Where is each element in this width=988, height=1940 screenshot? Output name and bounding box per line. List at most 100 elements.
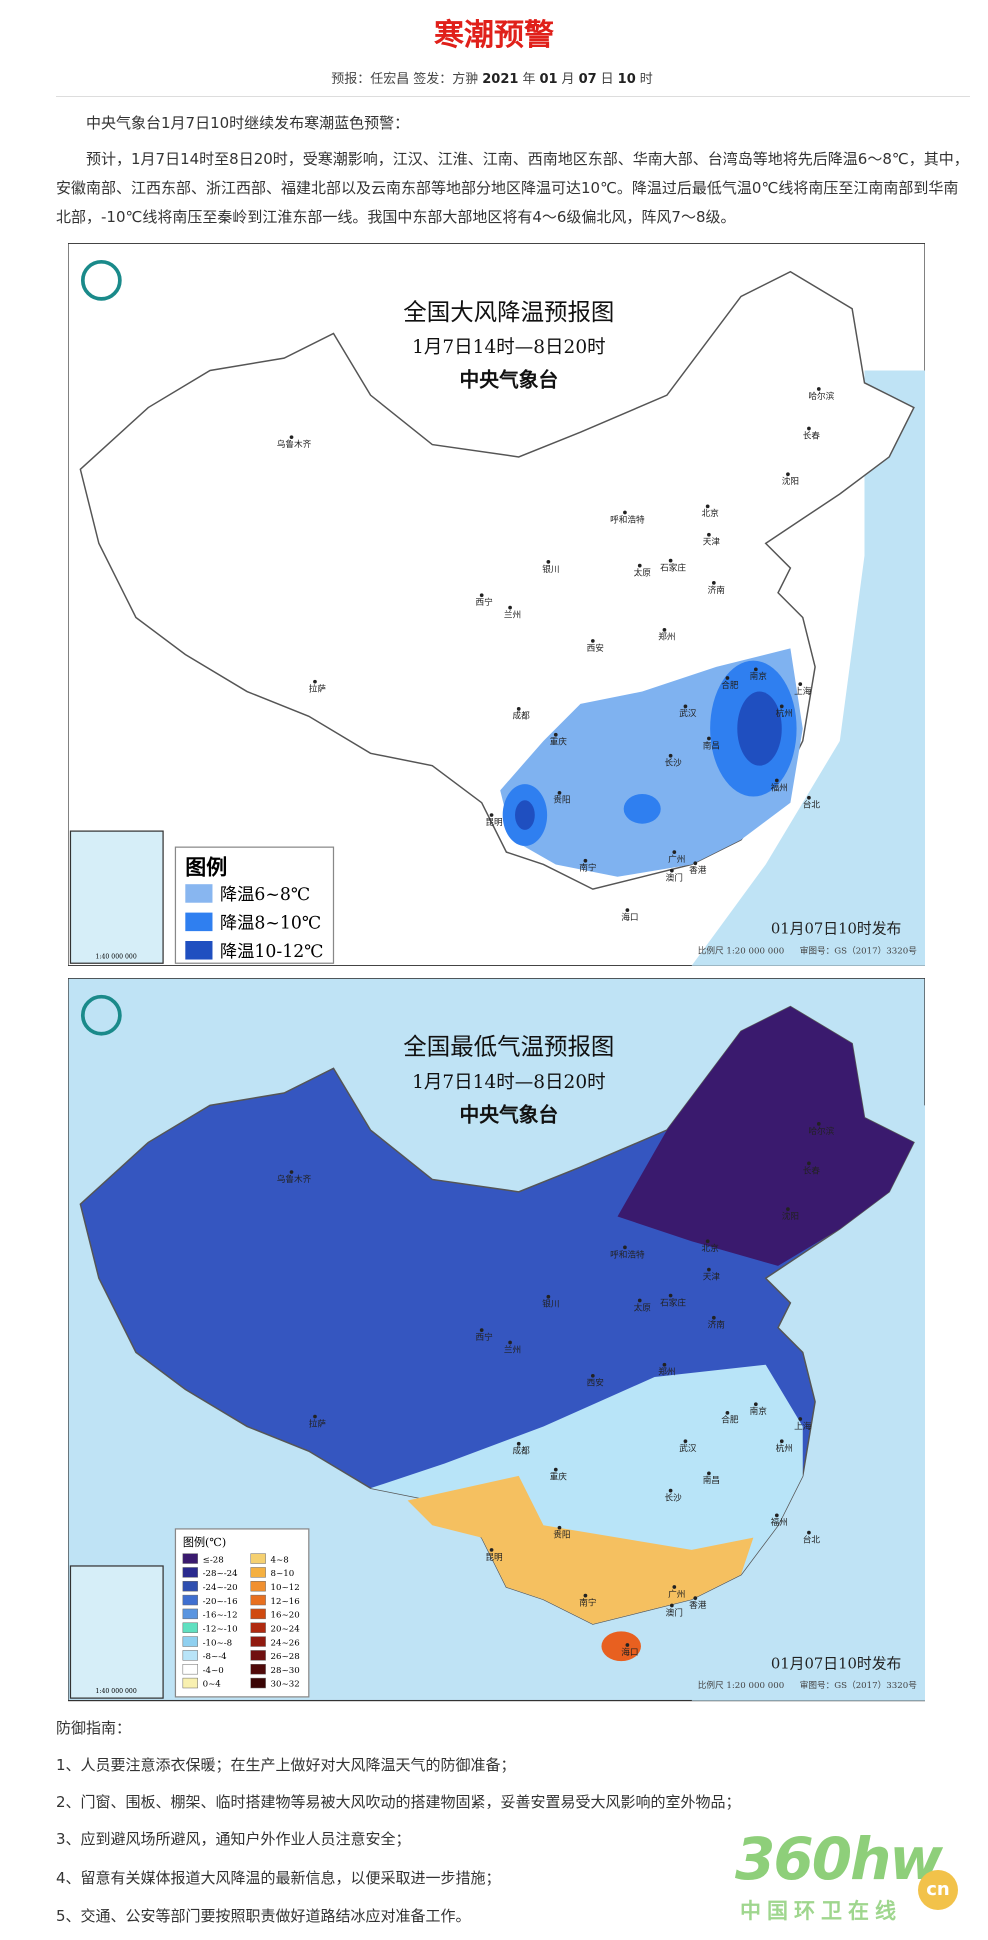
watermark: cn — [918, 1870, 958, 1910]
city-label: 杭州 — [776, 1442, 793, 1454]
legend-label: 降温8~10℃ — [220, 914, 321, 934]
legend-swatch — [182, 1553, 198, 1564]
city-label: 台北 — [803, 799, 821, 811]
inset — [69, 1565, 164, 1699]
legend-label: -4~0 — [203, 1666, 224, 1676]
city-dot — [707, 1267, 711, 1272]
paragraph: 中央气象台1月7日10时继续发布寒潮蓝色预警： — [86, 114, 410, 132]
city-label: 南宁 — [579, 1596, 597, 1608]
city-label: 海口 — [621, 911, 638, 923]
city-label: 福州 — [771, 782, 788, 793]
legend-swatch — [185, 912, 213, 932]
map-issuer: 中央气象台 — [459, 368, 558, 392]
city-label: 天津 — [703, 1271, 721, 1282]
legend-swatch — [250, 1650, 266, 1661]
warm-zone — [601, 1631, 641, 1662]
meta: 预报：任宏昌 签发：方翀 2021 年 01 月 07 日 10 时 — [0, 68, 988, 87]
city-dot — [725, 1411, 730, 1415]
guide-item: 5、交通、公安等部门要按照职责做好道路结冰应对准备工作。 — [56, 1907, 471, 1925]
issued: 01月07日10时发布 — [771, 921, 901, 938]
guide-title: 防御指南： — [56, 1719, 132, 1737]
legend-label: 8~10 — [271, 1569, 295, 1579]
city-label: 贵阳 — [553, 1529, 570, 1541]
city-label: 西安 — [587, 642, 605, 654]
city-label: 广州 — [668, 1588, 685, 1600]
city-label: 天津 — [703, 537, 721, 548]
city-label: 银川 — [542, 1298, 559, 1310]
review: 审图号：GS（2017）3320号 — [800, 1679, 917, 1691]
city-dot — [516, 706, 521, 711]
city-label: 北京 — [701, 1242, 719, 1254]
paragraph: 预计，1月7日14时至8日20时，受寒潮影响，江汉、江淮、江南、西南地区东部、华… — [56, 150, 969, 226]
city-dot — [553, 732, 558, 737]
city-label: 拉萨 — [309, 1417, 327, 1429]
city-label: 香港 — [689, 1599, 707, 1611]
city-dot — [705, 504, 710, 509]
city-label: 哈尔滨 — [808, 1125, 834, 1137]
legend-label: -12~-10 — [203, 1624, 238, 1634]
city-label: 台北 — [803, 1534, 821, 1546]
city-dot — [807, 795, 811, 800]
city-label: 上海 — [794, 685, 812, 697]
legend-label: 30~32 — [271, 1680, 300, 1690]
city-label: 拉萨 — [309, 683, 327, 695]
legend-label: 0~4 — [203, 1680, 222, 1690]
city-dot — [807, 1161, 811, 1166]
city-dot — [711, 1315, 716, 1320]
city-label: 南宁 — [579, 862, 597, 874]
city-label: 昆明 — [485, 817, 502, 828]
city-dot — [289, 435, 294, 440]
legend-swatch — [250, 1567, 266, 1578]
city-label: 西宁 — [476, 1331, 494, 1343]
city-label: 呼和浩特 — [610, 1248, 645, 1260]
city-label: 北京 — [701, 507, 719, 519]
meta-item: 01 — [539, 72, 558, 87]
guide-item: 3、应到避风场所避风，通知户外作业人员注意安全； — [56, 1830, 411, 1848]
city-label: 乌鲁木齐 — [277, 1173, 312, 1185]
city-dot — [546, 560, 551, 564]
city-dot — [583, 1593, 588, 1598]
city-dot — [774, 1513, 779, 1518]
map-issuer: 中央气象台 — [459, 1102, 558, 1126]
city-label: 沈阳 — [782, 475, 799, 487]
cold-zone — [617, 1006, 914, 1266]
legend-title: 图例(℃) — [183, 1535, 226, 1549]
city-dot — [289, 1170, 294, 1174]
title: 寒潮预警 — [434, 18, 554, 53]
meta-item: 时 — [639, 72, 653, 87]
city-label: 澳门 — [666, 871, 683, 883]
city-dot — [753, 1402, 758, 1407]
city-dot — [313, 1414, 317, 1419]
legend-swatch — [182, 1677, 198, 1689]
sea — [691, 370, 925, 966]
watermark: 中国环卫在线 — [740, 1899, 902, 1923]
city-label: 南昌 — [703, 1474, 720, 1486]
city-dot — [590, 1373, 595, 1378]
city-dot — [753, 667, 758, 672]
city-dot — [672, 850, 677, 854]
city-label: 石家庄 — [660, 562, 686, 574]
city-dot — [774, 778, 779, 783]
legend-swatch — [182, 1650, 198, 1661]
legend-label: 20~24 — [271, 1624, 301, 1634]
city-label: 成都 — [513, 1445, 531, 1457]
city-label: 哈尔滨 — [808, 390, 834, 402]
city-label: 郑州 — [658, 631, 675, 643]
legend-label: -10~-8 — [203, 1638, 233, 1648]
city-label: 武汉 — [679, 707, 697, 719]
city-dot — [623, 1245, 627, 1250]
legend-label: -24~-20 — [203, 1583, 238, 1593]
legend-swatch — [185, 884, 213, 903]
legend-label: 16~20 — [271, 1611, 300, 1621]
city-dot — [668, 558, 673, 563]
city-label: 长春 — [803, 1164, 821, 1176]
city-dot — [668, 753, 673, 758]
city-dot — [668, 1488, 673, 1493]
city-label: 沈阳 — [782, 1210, 799, 1222]
legend-label: 28~30 — [271, 1666, 300, 1676]
city-dot — [625, 1643, 630, 1647]
city-label: 福州 — [771, 1517, 788, 1528]
meta-item: 年 — [522, 72, 536, 87]
city-dot — [786, 472, 790, 477]
city-dot — [807, 426, 811, 431]
